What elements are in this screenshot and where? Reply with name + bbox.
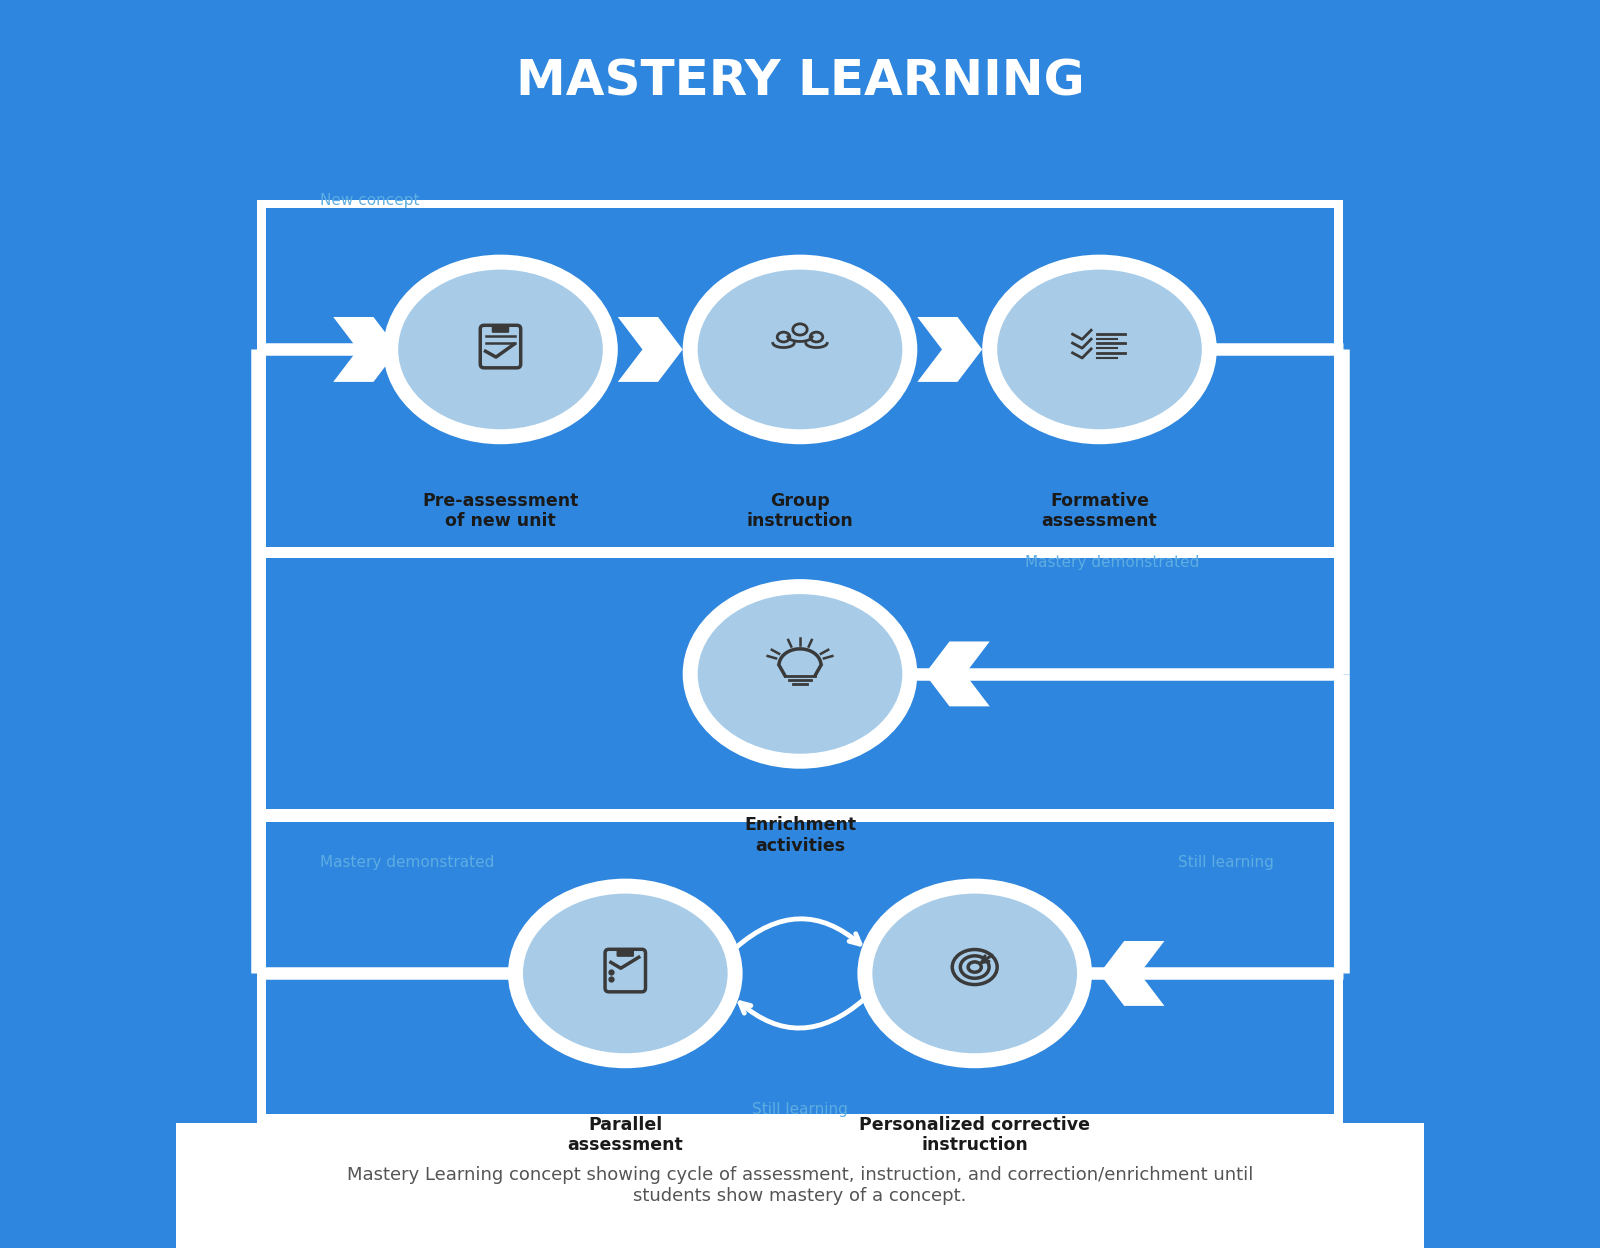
Ellipse shape [683, 255, 917, 444]
Text: Mastery demonstrated: Mastery demonstrated [1026, 555, 1200, 570]
Ellipse shape [698, 594, 902, 754]
Ellipse shape [683, 579, 917, 769]
Polygon shape [333, 317, 398, 382]
Ellipse shape [858, 879, 1093, 1068]
Ellipse shape [507, 879, 742, 1068]
Text: Enrichment
activities: Enrichment activities [744, 816, 856, 855]
Text: Still learning: Still learning [1178, 855, 1274, 870]
FancyBboxPatch shape [258, 200, 1342, 555]
Text: MASTERY LEARNING: MASTERY LEARNING [515, 57, 1085, 105]
Text: Mastery demonstrated: Mastery demonstrated [320, 855, 494, 870]
Text: Pre-assessment
of new unit: Pre-assessment of new unit [422, 492, 579, 530]
FancyBboxPatch shape [258, 549, 1342, 817]
Polygon shape [917, 317, 982, 382]
Ellipse shape [997, 270, 1202, 429]
Text: Parallel
assessment: Parallel assessment [568, 1116, 683, 1154]
FancyBboxPatch shape [176, 1123, 1424, 1248]
FancyBboxPatch shape [266, 822, 1334, 1114]
FancyBboxPatch shape [266, 208, 1334, 547]
FancyBboxPatch shape [258, 814, 1342, 1123]
Text: Formative
assessment: Formative assessment [1042, 492, 1157, 530]
Text: New concept: New concept [320, 193, 419, 208]
Text: Personalized corrective
instruction: Personalized corrective instruction [859, 1116, 1090, 1154]
FancyBboxPatch shape [616, 950, 634, 957]
FancyBboxPatch shape [491, 326, 509, 333]
Polygon shape [1099, 941, 1165, 1006]
Ellipse shape [398, 270, 603, 429]
Ellipse shape [698, 270, 902, 429]
Ellipse shape [382, 255, 618, 444]
Polygon shape [925, 641, 990, 706]
Polygon shape [618, 317, 683, 382]
FancyBboxPatch shape [266, 558, 1334, 809]
Ellipse shape [982, 255, 1218, 444]
Ellipse shape [523, 894, 728, 1053]
Text: Group
instruction: Group instruction [747, 492, 853, 530]
Ellipse shape [872, 894, 1077, 1053]
Text: Mastery Learning concept showing cycle of assessment, instruction, and correctio: Mastery Learning concept showing cycle o… [347, 1166, 1253, 1206]
Text: Still learning: Still learning [752, 1102, 848, 1117]
